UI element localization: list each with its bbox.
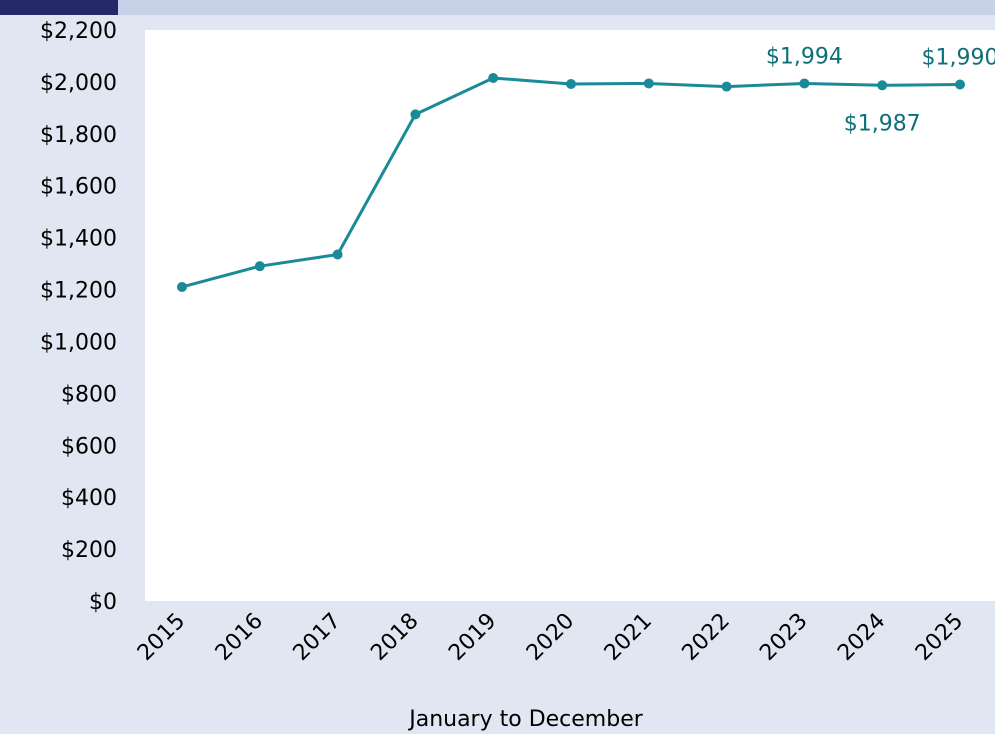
data-point xyxy=(177,281,187,292)
y-tick-label: $400 xyxy=(61,486,117,511)
y-tick-label: $1,200 xyxy=(40,279,117,304)
data-point xyxy=(799,78,810,89)
y-tick-label: $1,600 xyxy=(40,175,117,200)
data-point xyxy=(566,78,576,89)
x-tick-label: 2017 xyxy=(289,609,346,666)
x-axis-tick-labels: 2015 2016 2017 2018 2019 2020 2021 2022 2023 2024… xyxy=(133,609,968,666)
data-labels-group: $1,994 $1,987 $1,990 xyxy=(766,44,995,136)
top-banner-accent xyxy=(0,0,118,15)
x-axis-title: January to December xyxy=(407,707,644,732)
data-point xyxy=(643,78,654,89)
y-tick-label: $0 xyxy=(89,590,117,615)
data-point xyxy=(254,261,265,272)
y-tick-label: $2,000 xyxy=(40,71,117,96)
x-tick-label: 2018 xyxy=(366,609,423,666)
x-tick-label: 2022 xyxy=(678,609,735,666)
data-label: $1,990 xyxy=(922,46,995,71)
data-label: $1,987 xyxy=(844,111,921,136)
data-point xyxy=(410,109,421,120)
x-tick-label: 2019 xyxy=(444,609,501,666)
data-point xyxy=(721,81,732,92)
y-tick-label: $800 xyxy=(61,382,117,407)
series-group xyxy=(177,73,965,292)
y-tick-label: $2,200 xyxy=(40,19,117,44)
x-tick-label: 2015 xyxy=(133,609,190,666)
data-point xyxy=(488,73,499,84)
y-tick-label: $1,400 xyxy=(40,227,117,252)
x-tick-label: 2024 xyxy=(833,609,890,666)
top-banner xyxy=(0,0,995,15)
plot-area xyxy=(145,30,995,601)
x-tick-label: 2025 xyxy=(911,609,968,666)
y-tick-label: $600 xyxy=(61,434,117,459)
data-label: $1,994 xyxy=(766,44,843,69)
y-tick-label: $1,000 xyxy=(40,330,117,355)
y-tick-label: $200 xyxy=(61,538,117,563)
data-point xyxy=(877,80,888,91)
y-tick-label: $1,800 xyxy=(40,123,117,148)
x-tick-label: 2016 xyxy=(211,609,268,666)
data-point xyxy=(332,249,343,260)
x-tick-label: 2020 xyxy=(522,609,579,666)
y-axis-tick-labels: $0 $200 $400 $600 $800 $1,000 $1,200 $1,400 $1,6… xyxy=(40,19,117,615)
x-tick-label: 2023 xyxy=(755,609,812,666)
x-tick-label: 2021 xyxy=(600,609,657,666)
data-point xyxy=(955,79,965,90)
